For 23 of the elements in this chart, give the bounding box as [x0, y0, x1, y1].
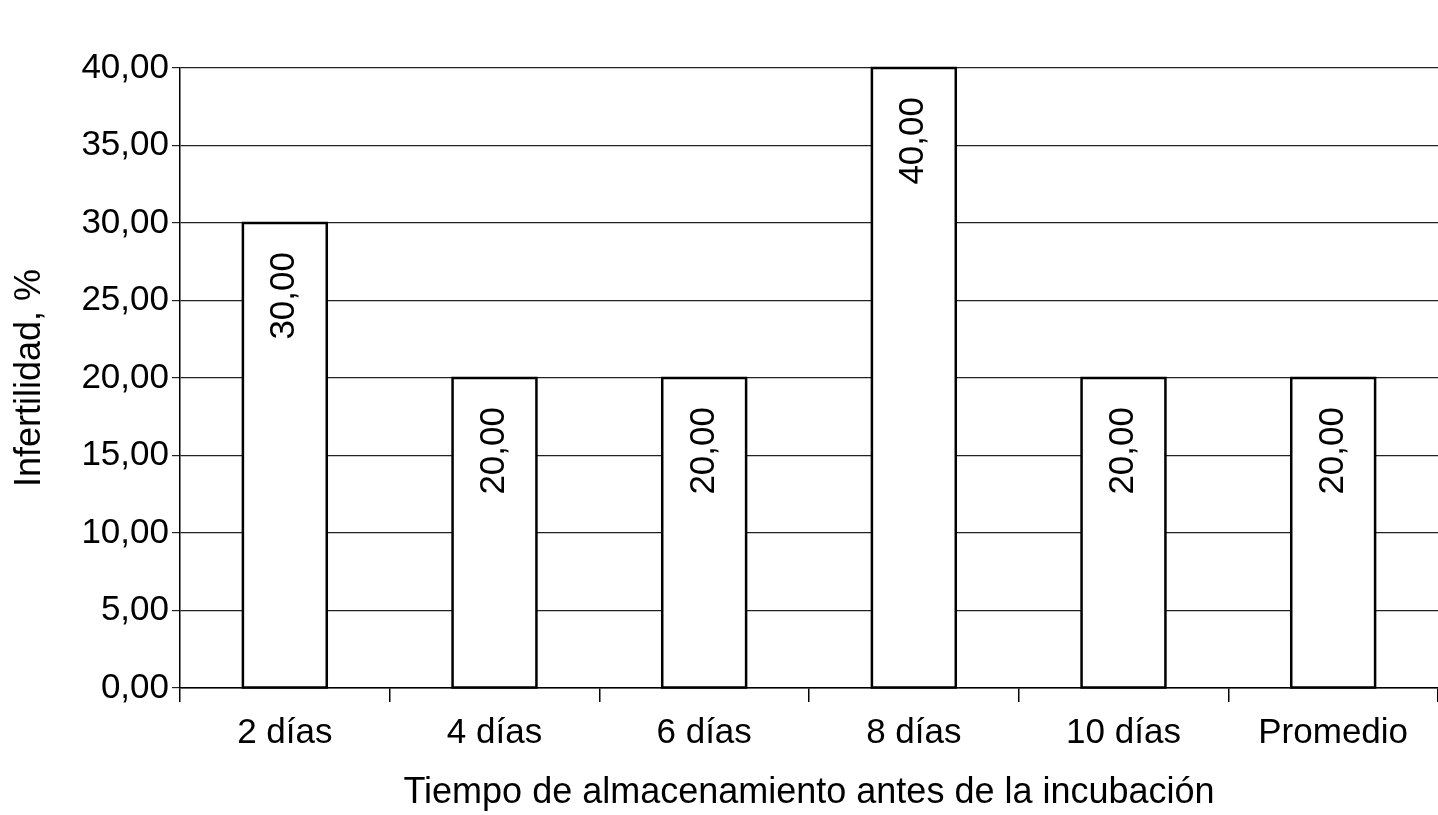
y-tick-label: 5,00: [100, 588, 169, 628]
data-label: 30,00: [262, 252, 302, 340]
x-axis-title: Tiempo de almacenamiento antes de la incubación: [403, 770, 1215, 812]
x-tick-label: 2 días: [237, 710, 333, 750]
x-tick-label: 10 días: [1066, 710, 1181, 750]
data-label: 20,00: [681, 407, 721, 495]
y-tick-label: 0,00: [100, 665, 169, 705]
y-tick-label: 35,00: [81, 123, 169, 163]
x-tick-label: 8 días: [866, 710, 962, 750]
data-label: 20,00: [1101, 407, 1141, 495]
y-tick-label: 30,00: [81, 200, 169, 240]
y-tick-label: 20,00: [81, 355, 169, 395]
data-label: 40,00: [891, 97, 931, 185]
y-tick-label: 40,00: [81, 45, 169, 85]
x-tick-label: Promedio: [1258, 710, 1409, 750]
y-tick-label: 15,00: [81, 433, 169, 473]
data-label: 20,00: [1310, 407, 1350, 495]
y-tick-label: 25,00: [81, 278, 169, 318]
y-tick-label: 10,00: [81, 510, 169, 550]
x-tick-label: 4 días: [446, 710, 543, 750]
y-axis-title: Infertilidad, %: [6, 268, 48, 488]
data-label: 20,00: [472, 407, 512, 495]
x-tick-label: 6 días: [656, 710, 752, 750]
